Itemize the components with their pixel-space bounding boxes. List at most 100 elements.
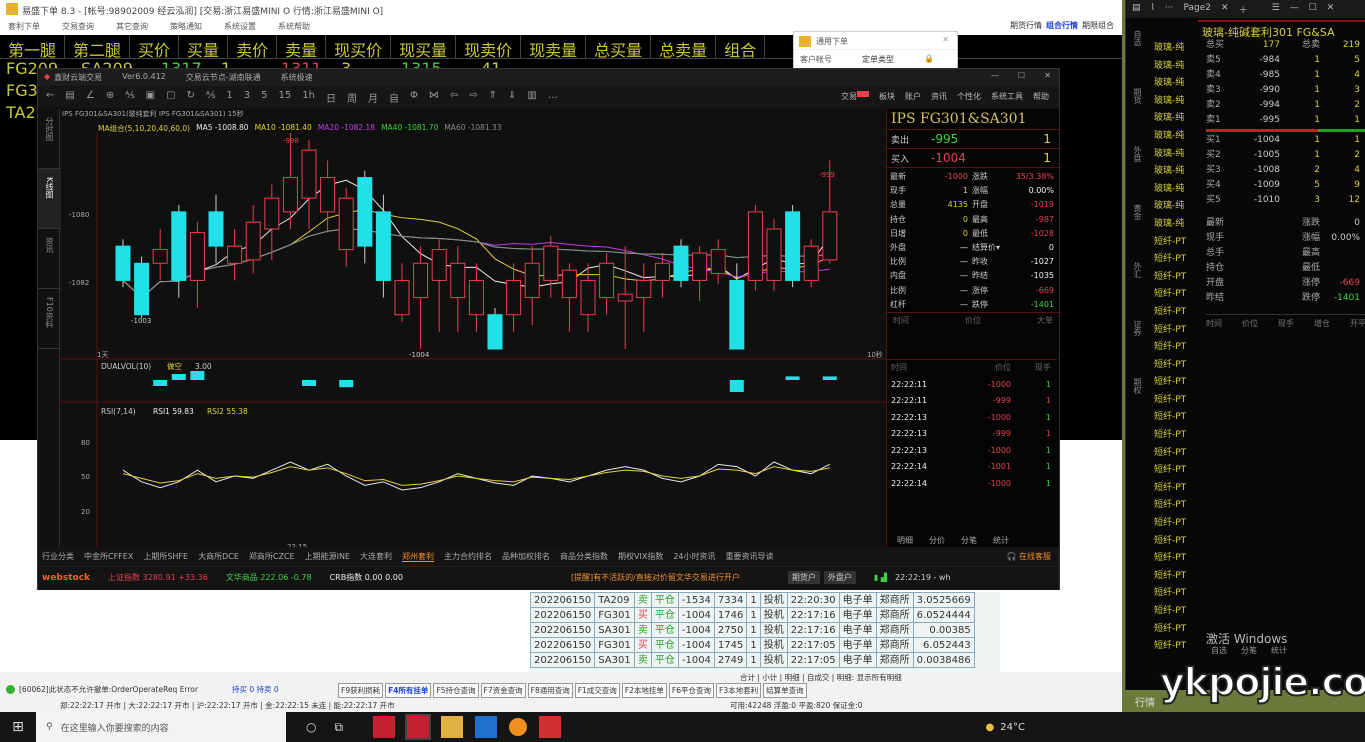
col-cur-bid[interactable]: 现买价 [326,35,392,60]
close-icon[interactable]: ✕ [1326,3,1335,13]
menu-tools[interactable]: 系统工具 [991,92,1023,101]
instrument-item[interactable]: 玻璃-纯 [1154,201,1185,212]
cortana-icon[interactable]: ○ [306,720,317,734]
order-book-row[interactable]: 昨结 跌停 -1401 [1206,291,1365,306]
instrument-item[interactable]: 短纤-PT [1154,447,1187,458]
grid-row[interactable]: FG3 [0,81,1122,103]
category-tab[interactable]: 品种加权排名 [502,552,551,561]
menu-icon[interactable]: ☰ [1271,3,1280,13]
sidebar-bottom-tab[interactable]: 自选 [1211,646,1227,655]
function-key-button[interactable]: F1成交查询 [574,683,620,698]
instrument-item[interactable]: 短纤-PT [1154,588,1187,599]
maximize-icon[interactable]: ☐ [1017,71,1025,80]
tab-combo-quotes[interactable]: 组合行情 [1046,21,1078,30]
order-book-row[interactable]: 卖1 -995 1 1 [1206,113,1365,128]
function-key-button[interactable]: F2本地挂单 [621,683,667,698]
close-icon[interactable]: ✕ [942,35,949,44]
function-key-button[interactable]: F8通用查询 [527,683,573,698]
toolbar-button[interactable]: 1 [226,90,233,101]
category-tab[interactable]: 郑商所CZCE [248,552,295,561]
weather[interactable]: ● 24°C [986,722,1025,733]
function-key-button[interactable]: F9获利损耗 [338,683,384,698]
sidebar-tab[interactable]: 期权 [1133,378,1142,394]
category-tab[interactable]: 行业分类 [42,552,74,561]
order-book-row[interactable]: 卖3 -990 1 3 [1206,83,1365,98]
close-icon[interactable]: ✕ [1044,71,1051,80]
sidebar-tab[interactable]: 期货 [1133,88,1142,104]
instrument-item[interactable]: 短纤-PT [1154,623,1187,634]
function-key-button[interactable]: F5持仓查询 [433,683,479,698]
toolbar-button[interactable]: 1h [302,90,315,101]
order-book-row[interactable]: 持仓 最低 [1206,261,1365,276]
toolbar-button[interactable]: ▤ [65,90,75,101]
instrument-item[interactable]: 玻璃-纯 [1154,113,1185,124]
minimize-icon[interactable]: — [1289,3,1299,13]
tab-term-combo[interactable]: 期限组合 [1082,21,1114,30]
function-key-button[interactable]: F4所有挂单 [385,683,432,698]
toolbar-button[interactable]: ▣ [145,90,156,101]
tab-futures-quotes[interactable]: 期货行情 [1010,21,1042,30]
col-bid-qty[interactable]: 买量 [179,35,229,60]
col-leg2[interactable]: 第二腿 [65,35,131,60]
task-view-icon[interactable]: ⧉ [334,719,344,734]
lock-icon[interactable]: 🔒 [924,54,934,63]
trade-row[interactable]: 202206150 SA301 卖平仓 -1004 2750 1 投机 22:17:16 电子单… [529,622,975,638]
instrument-item[interactable]: 玻璃-纯 [1154,183,1185,194]
instrument-item[interactable]: 短纤-PT [1154,324,1187,335]
maximize-icon[interactable]: ☐ [1308,3,1317,13]
category-tab[interactable]: 上期能源INE [304,552,351,561]
windows-start-icon[interactable]: ⊞ [12,719,24,735]
tab-price-dist[interactable]: 分价 [929,536,945,545]
instrument-item[interactable]: 玻璃-纯 [1154,130,1185,141]
instrument-item[interactable]: 短纤-PT [1154,535,1187,546]
category-tab[interactable]: 期权VIX指数 [618,552,664,561]
taskbar-app-wh6[interactable] [405,714,432,740]
instrument-item[interactable]: 短纤-PT [1154,412,1187,423]
quotes-label[interactable]: 行情 [1135,698,1155,709]
toolbar-button[interactable]: ⇑ [488,90,497,101]
sidebar-tab[interactable]: 外盘 [1133,146,1142,162]
instrument-item[interactable]: 短纤-PT [1154,254,1187,265]
taskbar-app-feishu[interactable] [475,716,498,738]
col-leg1[interactable]: 第一腿 [0,35,66,60]
toolbar-button[interactable]: 月 [367,94,378,105]
trade-row[interactable]: 202206150 SA301 卖平仓 -1004 2749 1 投机 22:17:05 电子单… [529,652,975,668]
tab-news[interactable]: 资讯 [38,229,61,289]
list-icon[interactable]: ▤ [1132,3,1141,13]
instrument-item[interactable]: 短纤-PT [1154,482,1187,493]
sidebar-tab[interactable]: 外汇 [1133,262,1142,278]
function-key-button[interactable]: F7资金查询 [480,683,526,698]
sell-quote[interactable]: 卖出 -995 1 [887,130,1059,149]
trade-row[interactable]: 202206150 FG301 买平仓 -1004 1746 1 投机 22:17:16 电子单… [529,607,975,623]
record-subtabs[interactable]: 合计 | 小计 | 明细 | 自成交 | 明细: 显示所有明细 [740,673,902,682]
toolbar-button[interactable]: 日 [325,94,336,105]
toolbar-button[interactable]: ⇦ [449,90,459,101]
category-tab[interactable]: 大商所DCE [198,552,239,561]
notice-text[interactable]: [提醒]有不活跃的/直接对价留文华交易进行开户 [570,573,740,582]
category-tab[interactable]: 郑州套利 [402,552,435,562]
menu-help[interactable]: 系统帮助 [278,22,310,31]
menu-other-query[interactable]: 其它查询 [116,22,148,31]
instrument-item[interactable]: 短纤-PT [1154,271,1187,282]
toolbar-button[interactable]: ▥ [527,90,537,101]
order-book-row[interactable]: 买5 -1010 3 12 [1206,193,1365,208]
order-book-row[interactable]: 卖4 -985 1 4 [1206,68,1365,83]
menu-account[interactable]: 账户 [905,92,921,101]
instrument-item[interactable]: 玻璃-纯 [1154,78,1185,89]
col-cur-ask-qty[interactable]: 现卖量 [521,35,587,60]
instrument-item[interactable]: 玻璃-纯 [1154,60,1185,71]
menu-trade-query[interactable]: 交易查询 [62,22,94,31]
chart-icon[interactable]: ⌇ [1150,3,1155,13]
instrument-item[interactable]: 短纤-PT [1154,518,1187,529]
instrument-item[interactable]: 短纤-PT [1154,570,1187,581]
page-tab[interactable]: Page2 [1183,3,1212,13]
menu-settings[interactable]: 系统设置 [224,22,256,31]
instrument-item[interactable]: 玻璃-纯 [1154,95,1185,106]
tab-kline[interactable]: K线图 [38,169,61,229]
menu-news[interactable]: 资讯 [931,92,947,101]
taskbar-app-browser[interactable] [509,718,528,736]
buy-quote[interactable]: 买入 -1004 1 [887,149,1059,168]
order-book-row[interactable]: 开盘 涨停 -669 [1206,276,1365,291]
toolbar-button[interactable]: 自 [388,94,399,105]
menu-arbitrage-order[interactable]: 套利下单 [8,22,40,31]
